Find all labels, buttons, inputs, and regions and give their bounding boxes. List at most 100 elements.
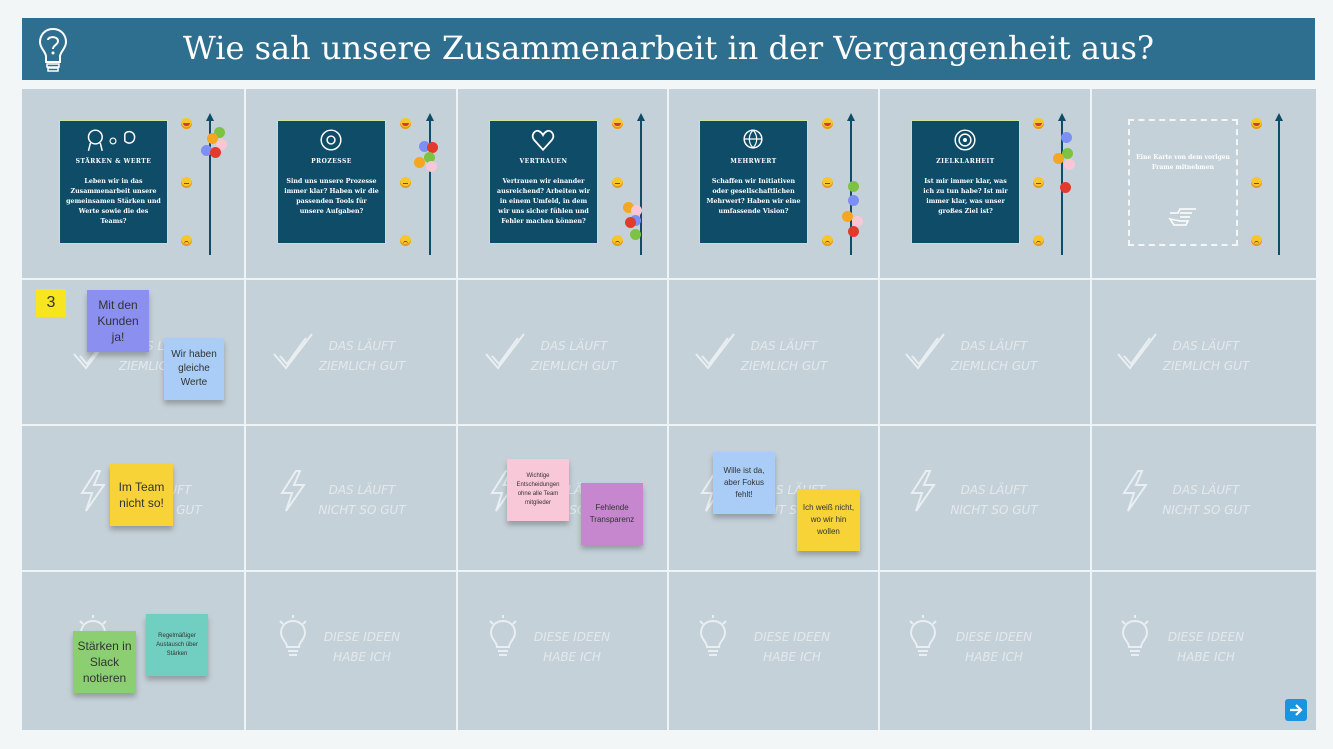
bad-row-watermark: DAS LÄUFT NICHT SO GUT <box>318 483 406 517</box>
neutral-emoji-icon <box>181 177 192 188</box>
sticky-note[interactable]: Stärken in Slack notieren <box>73 631 136 693</box>
column-divider <box>878 89 880 730</box>
lightbulb-icon <box>489 615 517 656</box>
happy-emoji-icon <box>822 118 833 129</box>
vote-dot[interactable] <box>631 205 642 216</box>
card-label: ZIELKLARHEIT <box>936 158 995 165</box>
arrow-up-icon <box>637 113 645 255</box>
target-icon <box>954 129 976 151</box>
ideas-row-watermark: DIESE IDEEN HABE ICH <box>1167 630 1245 664</box>
happy-emoji-icon <box>181 118 192 129</box>
lightning-icon <box>80 470 106 512</box>
arrow-up-icon <box>1275 113 1283 255</box>
card-label: PROZESSE <box>311 158 352 165</box>
checkmark-icon <box>1117 333 1157 370</box>
vote-dot[interactable] <box>210 147 221 158</box>
globe-icon <box>743 129 763 149</box>
row-divider <box>22 424 1316 426</box>
vote-dot[interactable] <box>419 141 430 152</box>
happy-emoji-icon <box>1251 118 1262 129</box>
sticky-note[interactable]: Mit den Kunden ja! <box>87 290 149 352</box>
count-badge: 3 <box>36 289 66 317</box>
lightbulb-icon <box>279 615 307 656</box>
sticky-note[interactable]: Fehlende Transparenz <box>581 483 643 545</box>
vote-dot[interactable] <box>1053 153 1064 164</box>
vote-dot[interactable] <box>1060 182 1071 193</box>
sticky-note[interactable]: Ich weiß nicht, wo wir hin wollen <box>797 489 860 551</box>
lightbulb-icon <box>1121 615 1149 656</box>
column-divider <box>456 89 458 730</box>
vote-dot[interactable] <box>848 195 859 206</box>
column-divider <box>244 89 246 730</box>
vote-dot[interactable] <box>630 229 641 240</box>
neutral-emoji-icon <box>400 177 411 188</box>
checkmark-icon <box>485 333 525 370</box>
good-row-watermark: DAS LÄUFT ZIEMLICH GUT <box>530 339 618 373</box>
vote-dot[interactable] <box>207 133 218 144</box>
sticky-note[interactable]: Wichtige Entscheidungen ohne alle Team m… <box>507 459 569 521</box>
vote-dot[interactable] <box>842 211 853 222</box>
vote-dot[interactable] <box>852 216 863 227</box>
neutral-emoji-icon <box>1033 177 1044 188</box>
checkmark-icon <box>695 333 735 370</box>
sad-emoji-icon <box>400 235 411 246</box>
good-row-watermark: DAS LÄUFT ZIEMLICH GUT <box>318 339 406 373</box>
column-divider <box>1090 89 1092 730</box>
topic-card-value[interactable]: MEHRWERT Schaffen wir Initiativen oder g… <box>699 120 808 244</box>
retro-board[interactable]: STÄRKEN & WERTE Leben wir in das Zusamme… <box>22 89 1316 730</box>
heart-icon <box>531 129 555 152</box>
ideas-row-watermark: DIESE IDEEN HABE ICH <box>753 630 831 664</box>
topic-card-trust[interactable]: VERTRAUEN Vertrauen wir einander ausreic… <box>489 120 598 244</box>
card-label: MEHRWERT <box>730 158 777 165</box>
sad-emoji-icon <box>1033 235 1044 246</box>
sticky-note[interactable]: Im Team nicht so! <box>110 464 173 526</box>
vote-dot[interactable] <box>623 202 634 213</box>
sticky-note[interactable]: Regelmäßiger Austausch über Stärken <box>146 614 208 676</box>
sad-emoji-icon <box>1251 235 1262 246</box>
checkmark-icon <box>273 333 313 370</box>
card-placeholder[interactable]: Eine Karte von dem vorigen Frame mitnehm… <box>1128 119 1238 246</box>
vote-dot[interactable] <box>848 226 859 237</box>
pointing-hand-icon <box>1168 208 1196 226</box>
card-question: Schaffen wir Initiativen oder gesellscha… <box>706 178 801 215</box>
column-divider <box>667 89 669 730</box>
vote-dot[interactable] <box>216 139 227 150</box>
happy-emoji-icon <box>1033 118 1044 129</box>
vote-dot[interactable] <box>625 217 636 228</box>
good-row-watermark: DAS LÄUFT ZIEMLICH GUT <box>1162 339 1250 373</box>
vote-dot[interactable] <box>426 161 437 172</box>
sticky-note[interactable]: Wir haben gleiche Werte <box>164 338 224 400</box>
card-question: Vertrauen wir einander ausreichend? Arbe… <box>496 178 591 225</box>
lightbulb-icon <box>909 615 937 656</box>
next-frame-button[interactable] <box>1285 699 1307 721</box>
sad-emoji-icon <box>181 235 192 246</box>
topic-card-strengths[interactable]: STÄRKEN & WERTE Leben wir in das Zusamme… <box>59 120 168 244</box>
sticky-note[interactable]: Wille ist da, aber Fokus fehlt! <box>713 452 775 514</box>
good-row-watermark: DAS LÄUFT ZIEMLICH GUT <box>740 339 828 373</box>
ideas-row-watermark: DIESE IDEEN HABE ICH <box>323 630 401 664</box>
vote-dot[interactable] <box>1064 159 1075 170</box>
sad-emoji-icon <box>612 235 623 246</box>
vote-dot[interactable] <box>214 127 225 138</box>
topic-card-clarity[interactable]: ZIELKLARHEIT Ist mir immer klar, was ich… <box>911 120 1020 244</box>
good-row-watermark: DAS LÄUFT ZIEMLICH GUT <box>950 339 1038 373</box>
vote-dot[interactable] <box>414 157 425 168</box>
neutral-emoji-icon <box>612 177 623 188</box>
happy-emoji-icon <box>400 118 411 129</box>
vote-dot[interactable] <box>848 181 859 192</box>
vote-dot[interactable] <box>1062 148 1073 159</box>
happy-emoji-icon <box>612 118 623 129</box>
page-title: Wie sah unsere Zusammenarbeit in der Ver… <box>182 29 1155 67</box>
bad-row-watermark: DAS LÄUFT NICHT SO GUT <box>950 483 1038 517</box>
board-header: Wie sah unsere Zusammenarbeit in der Ver… <box>22 18 1315 80</box>
arrow-up-icon <box>426 113 434 255</box>
question-bulb-icon <box>38 27 68 72</box>
vote-dot[interactable] <box>427 142 438 153</box>
lightning-icon <box>910 470 936 512</box>
placeholder-text: Eine Karte von dem vorigen Frame mitnehm… <box>1136 154 1230 171</box>
vote-dot[interactable] <box>1061 132 1072 143</box>
card-question: Ist mir immer klar, was ich zu tun habe?… <box>923 178 1008 215</box>
vote-dot[interactable] <box>201 145 212 156</box>
topic-card-processes[interactable]: PROZESSE Sind uns unsere Prozesse immer … <box>277 120 386 244</box>
vote-dot[interactable] <box>424 152 435 163</box>
